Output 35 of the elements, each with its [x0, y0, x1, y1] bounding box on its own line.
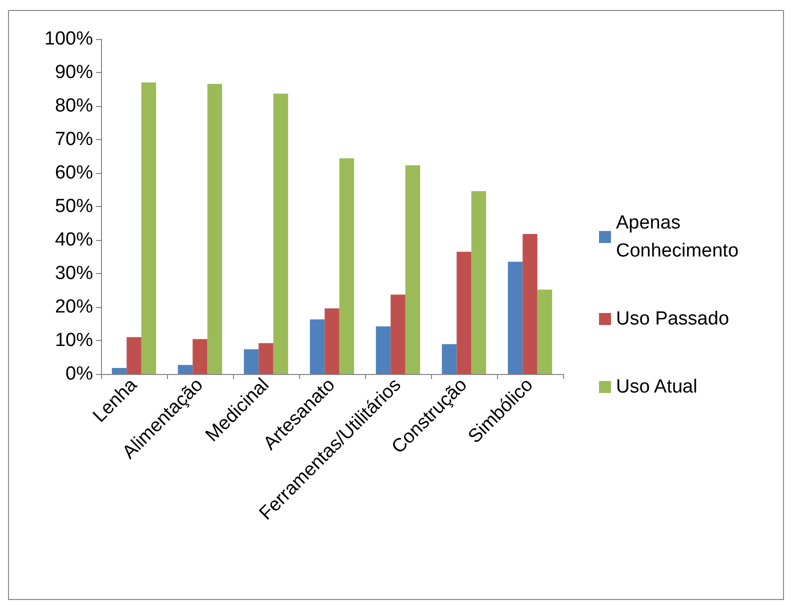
legend-label: Apenas Conhecimento	[616, 212, 739, 262]
y-tick-label: 90%	[54, 62, 94, 83]
bar	[522, 234, 538, 374]
bar	[273, 94, 288, 374]
y-tick-label: 20%	[54, 296, 94, 318]
y-tick-label: 80%	[54, 96, 94, 116]
bar	[207, 84, 222, 374]
bar	[456, 252, 472, 374]
y-tick-label: 30%	[54, 263, 94, 284]
bar	[405, 165, 420, 374]
bar	[324, 308, 340, 374]
y-tick-label: 0%	[66, 364, 94, 384]
bar	[112, 368, 127, 374]
bar	[178, 364, 193, 374]
bar	[192, 339, 208, 374]
bar	[537, 290, 552, 374]
y-tick-label: 70%	[54, 129, 94, 150]
y-tick-label: 10%	[54, 330, 94, 351]
legend-label: Uso Atual	[616, 376, 698, 398]
bar	[310, 319, 325, 374]
y-tick-label: 60%	[54, 162, 94, 184]
bar	[390, 294, 406, 374]
bar	[442, 344, 457, 374]
bar	[258, 343, 274, 374]
legend-label: Uso Passado	[616, 308, 730, 330]
bar	[508, 262, 523, 374]
bar	[244, 349, 259, 374]
bar	[141, 82, 156, 374]
y-tick-label: 100%	[44, 28, 94, 50]
bar	[339, 158, 354, 374]
bar	[376, 326, 391, 374]
bar	[471, 191, 486, 374]
y-tick-label: 50%	[54, 196, 94, 217]
y-tick-label: 40%	[54, 230, 94, 250]
bar	[126, 337, 142, 374]
